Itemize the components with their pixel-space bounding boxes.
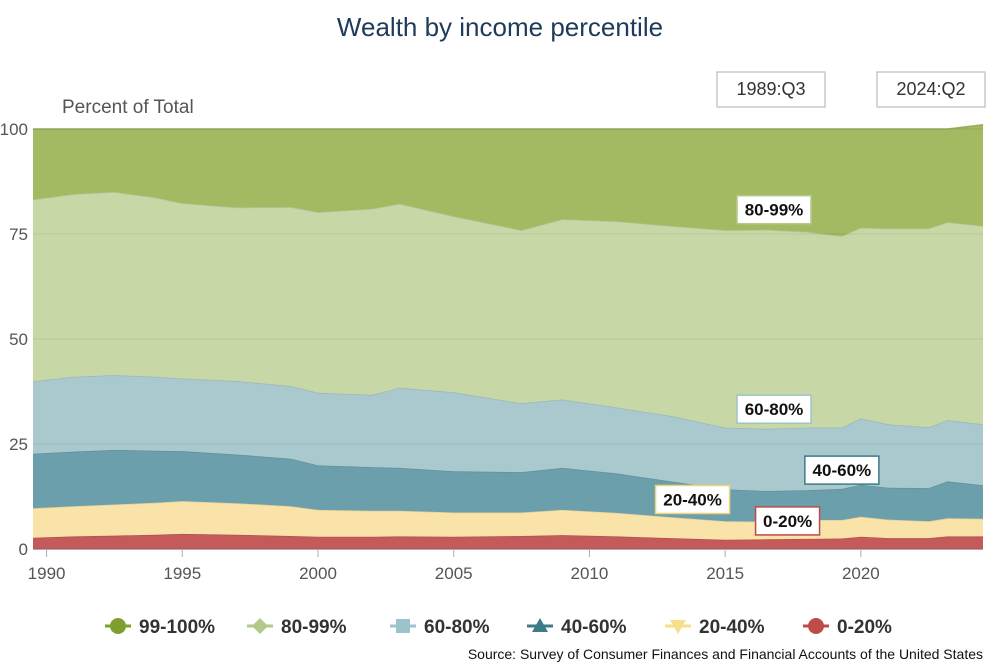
range-end-box[interactable]: 2024:Q2 xyxy=(876,71,986,108)
legend-label: 0-20% xyxy=(837,617,892,638)
x-tick-2000: 2000 xyxy=(299,564,337,583)
x-tick-2015: 2015 xyxy=(706,564,744,583)
chart-title: Wealth by income percentile xyxy=(337,12,663,42)
range-start-box[interactable]: 1989:Q3 xyxy=(716,71,826,108)
legend-marker-triangle-down xyxy=(670,620,686,634)
y-tick-50: 50 xyxy=(9,330,28,349)
range-start-label: 1989:Q3 xyxy=(736,79,805,99)
area-80-99pct[interactable] xyxy=(33,192,983,429)
area-20-40pct[interactable] xyxy=(33,501,983,540)
annotation-80-99pct: 80-99% xyxy=(736,194,812,225)
annotation-0-20pct: 0-20% xyxy=(754,506,821,536)
annotation-box xyxy=(654,484,731,515)
x-tick-1995: 1995 xyxy=(163,564,201,583)
legend-item-80-99pct[interactable]: 80-99% xyxy=(247,617,347,638)
annotation-label: 60-80% xyxy=(745,400,804,419)
annotation-label: 0-20% xyxy=(763,512,812,531)
annotation-label: 40-60% xyxy=(813,461,872,480)
annotation-40-60pct: 40-60% xyxy=(804,455,880,485)
legend-item-99-100pct[interactable]: 99-100% xyxy=(105,617,215,638)
x-axis: 1990 1995 2000 2005 2010 2015 2020 xyxy=(28,549,983,583)
y-tick-100: 100 xyxy=(0,120,28,139)
annotation-box xyxy=(804,455,880,485)
y-axis-ticks: 0 25 50 75 100 xyxy=(0,120,28,559)
y-tick-75: 75 xyxy=(9,225,28,244)
annotation-20-40pct: 20-40% xyxy=(654,484,731,515)
range-end-label: 2024:Q2 xyxy=(896,79,965,99)
annotation-box xyxy=(736,394,812,424)
legend-item-0-20pct[interactable]: 0-20% xyxy=(803,617,892,638)
series-annotations: 80-99% 60-80% 40-60% 20-40% 0-20% xyxy=(654,194,880,536)
legend-marker-triangle xyxy=(532,618,548,632)
area-outline-99-100pct xyxy=(33,124,984,130)
legend-label: 20-40% xyxy=(699,617,765,638)
y-tick-0: 0 xyxy=(19,540,28,559)
area-outline-60-80pct xyxy=(32,374,984,430)
legend-label: 40-60% xyxy=(561,617,627,638)
annotation-box xyxy=(754,506,821,536)
legend-item-40-60pct[interactable]: 40-60% xyxy=(527,617,627,638)
annotation-label: 20-40% xyxy=(663,491,722,510)
legend-item-60-80pct[interactable]: 60-80% xyxy=(390,617,490,638)
source-note: Source: Survey of Consumer Finances and … xyxy=(468,646,983,662)
legend-marker-square xyxy=(396,619,410,633)
x-tick-2020: 2020 xyxy=(842,564,880,583)
area-40-60pct[interactable] xyxy=(33,449,983,522)
annotation-label: 80-99% xyxy=(745,201,804,220)
x-tick-1990: 1990 xyxy=(28,564,66,583)
annotation-60-80pct: 60-80% xyxy=(736,394,812,424)
area-series-group xyxy=(32,124,984,549)
legend: 99-100% 80-99% 60-80% 40-60% 20-40% 0-20% xyxy=(105,617,892,638)
legend-marker-circle xyxy=(808,618,824,634)
legend-item-20-40pct[interactable]: 20-40% xyxy=(665,617,765,638)
area-0-20pct[interactable] xyxy=(33,533,983,549)
x-tick-2005: 2005 xyxy=(435,564,473,583)
annotation-box xyxy=(736,194,812,225)
x-tick-2010: 2010 xyxy=(571,564,609,583)
y-axis-label: Percent of Total xyxy=(62,97,194,118)
y-tick-25: 25 xyxy=(9,435,28,454)
area-60-80pct[interactable] xyxy=(33,375,983,491)
legend-marker-circle xyxy=(110,618,126,634)
legend-label: 60-80% xyxy=(424,617,490,638)
legend-marker-diamond xyxy=(252,618,268,634)
legend-label: 80-99% xyxy=(281,617,347,638)
legend-label: 99-100% xyxy=(139,617,215,638)
